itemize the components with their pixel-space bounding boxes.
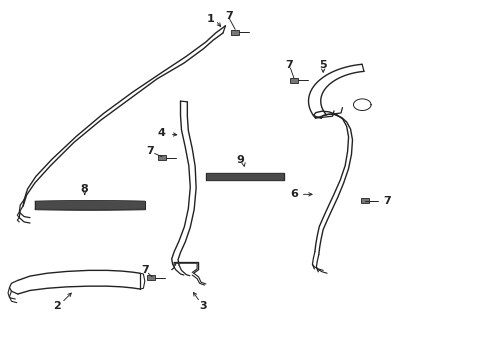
- Bar: [290, 78, 298, 83]
- Text: 1: 1: [207, 14, 215, 24]
- Text: 7: 7: [147, 146, 154, 156]
- Text: 6: 6: [290, 189, 298, 199]
- Text: 3: 3: [199, 301, 207, 311]
- Text: 7: 7: [285, 60, 293, 70]
- Text: 8: 8: [81, 184, 89, 194]
- Bar: [361, 198, 368, 203]
- Text: 2: 2: [53, 301, 61, 311]
- Text: 5: 5: [319, 60, 327, 70]
- Text: 7: 7: [383, 196, 391, 206]
- Bar: [158, 156, 166, 160]
- Text: 4: 4: [158, 129, 166, 138]
- Text: 7: 7: [141, 265, 148, 275]
- Text: 9: 9: [236, 155, 244, 165]
- Bar: [147, 275, 155, 280]
- Bar: [231, 30, 239, 35]
- Text: 7: 7: [225, 11, 233, 21]
